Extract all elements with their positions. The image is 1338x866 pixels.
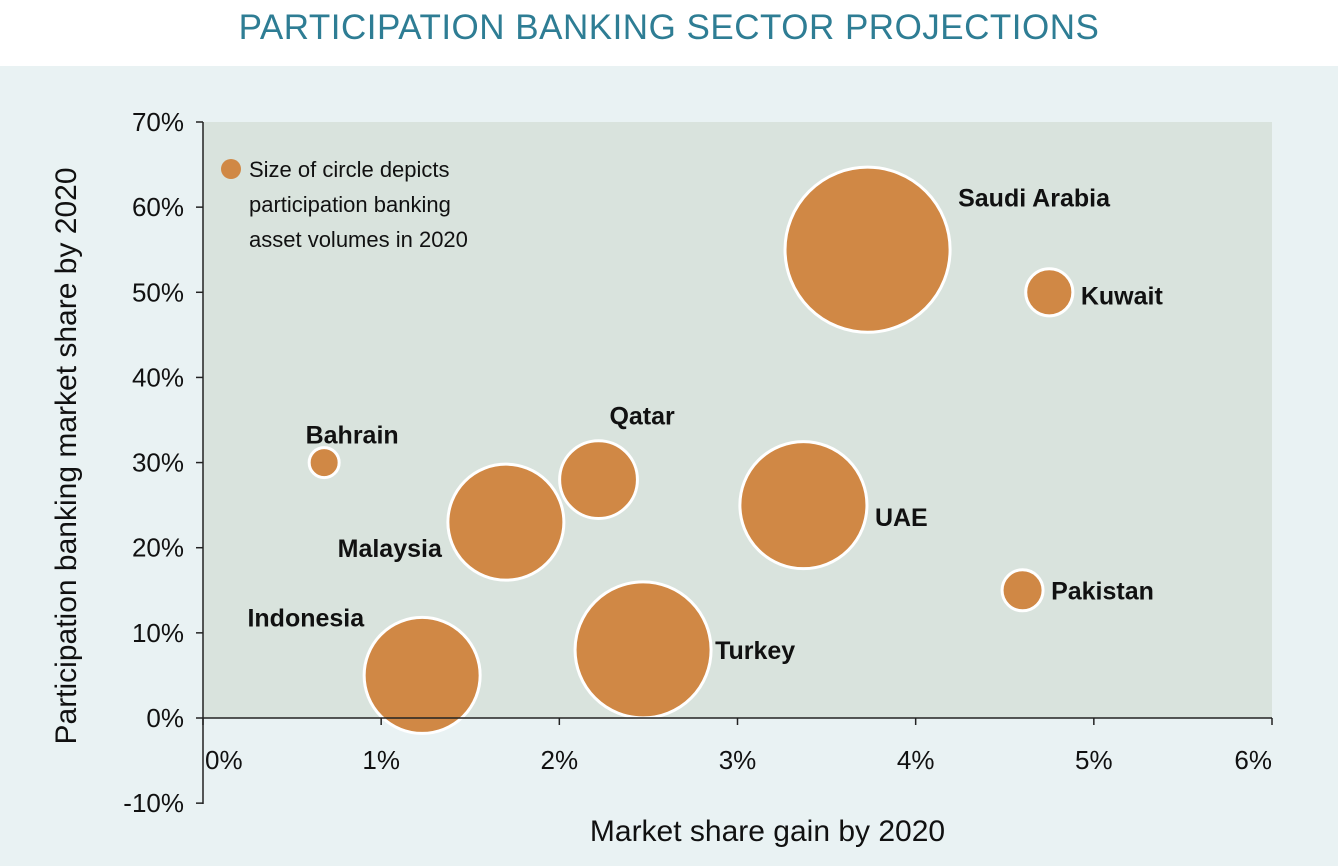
y-tick-label: -10% (123, 788, 184, 818)
bubble-label-indonesia: Indonesia (247, 604, 365, 632)
chart-title: PARTICIPATION BANKING SECTOR PROJECTIONS (238, 8, 1100, 47)
x-tick-label: 1% (362, 745, 400, 775)
x-tick-label: 5% (1075, 745, 1113, 775)
bubble-label-pakistan: Pakistan (1051, 577, 1154, 605)
y-tick-label: 20% (132, 533, 184, 563)
bubble-layer (307, 165, 1075, 735)
bubble-kuwait (1024, 267, 1075, 318)
bubble-label-layer: Saudi Arabia Kuwait Bahrain Qatar UAE Malaysi… (247, 185, 1163, 665)
bubble-uae (738, 440, 869, 571)
legend-note-line: Size of circle depicts (249, 157, 450, 182)
legend-bubble-icon (221, 159, 241, 179)
x-tick-label: 4% (897, 745, 935, 775)
bubble-label-saudi-arabia: Saudi Arabia (958, 185, 1111, 213)
bubble-turkey (573, 580, 713, 720)
x-tick-label: 2% (541, 745, 579, 775)
bubble-qatar (558, 439, 639, 521)
y-tick-label: 70% (132, 107, 184, 137)
y-tick-label: 40% (132, 362, 184, 392)
legend-note-line: asset volumes in 2020 (249, 227, 468, 252)
bubble-label-kuwait: Kuwait (1081, 282, 1164, 310)
y-tick-label: 10% (132, 618, 184, 648)
y-tick-label: 60% (132, 192, 184, 222)
bubble-chart: 70% 60% 50% 40% 30% 20% 10% 0% -10% 0% 1% 2% 3% 4% 5% 6… (50, 107, 1273, 848)
bubble-label-bahrain: Bahrain (306, 422, 399, 450)
bubble-bahrain (307, 446, 341, 480)
bubble-saudi-arabia (783, 165, 952, 334)
bubble-label-malaysia: Malaysia (338, 535, 443, 563)
bubble-label-qatar: Qatar (609, 403, 675, 431)
plot-area (203, 122, 1272, 718)
legend-note-line: participation banking (249, 192, 451, 217)
size-legend: Size of circle depicts participation bank… (221, 157, 468, 252)
y-tick-label: 50% (132, 277, 184, 307)
bubble-malaysia (446, 462, 566, 582)
x-tick-label: 6% (1234, 745, 1272, 775)
x-tick-label: 0% (205, 745, 243, 775)
y-tick-label: 0% (146, 703, 184, 733)
x-tick-label: 3% (719, 745, 757, 775)
y-tick-label: 30% (132, 448, 184, 478)
x-axis-title: Market share gain by 2020 (590, 815, 945, 848)
bubble-indonesia (362, 615, 482, 735)
y-axis-title: Participation banking market share by 20… (50, 167, 83, 744)
bubble-pakistan (1000, 568, 1045, 613)
chart-panel: 70% 60% 50% 40% 30% 20% 10% 0% -10% 0% 1% 2% 3% 4% 5% 6… (0, 66, 1338, 866)
bubble-label-uae: UAE (875, 504, 928, 532)
bubble-label-turkey: Turkey (715, 637, 795, 665)
tick-layer: 70% 60% 50% 40% 30% 20% 10% 0% -10% 0% 1% 2% 3% 4% 5% 6… (123, 107, 1273, 818)
